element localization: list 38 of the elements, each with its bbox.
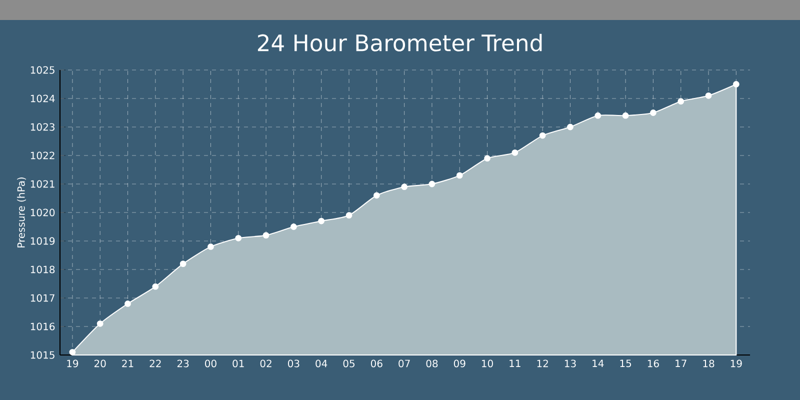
x-tick-label: 08 — [426, 360, 438, 368]
x-tick-label: 19 — [67, 360, 78, 368]
x-tick-label: 09 — [454, 360, 466, 368]
x-tick-label: 14 — [592, 360, 604, 367]
x-tick-label: 19 — [730, 360, 742, 368]
y-tick-label: 1024 — [30, 94, 55, 102]
x-tick-label: 17 — [676, 360, 686, 367]
x-tick-label: 11 — [510, 360, 520, 367]
y-tick-label: 1017 — [30, 294, 54, 302]
x-tick-label: 18 — [703, 360, 714, 368]
x-tick-label: 10 — [482, 360, 493, 368]
y-tick-label: 1015 — [30, 351, 54, 359]
x-tick-label: 20 — [94, 360, 106, 368]
y-tick-label: 1022 — [30, 152, 54, 160]
y-tick-label: 1025 — [30, 66, 54, 74]
x-tick-label: 13 — [564, 360, 576, 368]
x-tick-label: 03 — [288, 360, 300, 368]
y-tick-label: 1019 — [30, 237, 55, 245]
x-tick-label: 04 — [316, 360, 328, 368]
chart-title: 24 Hour Barometer Trend — [258, 34, 542, 52]
y-tick-label: 1016 — [30, 322, 55, 330]
y-tick-label: 1023 — [30, 123, 54, 131]
x-tick-label: 01 — [232, 360, 244, 368]
x-tick-label: 02 — [260, 360, 272, 368]
x-tick-label: 00 — [205, 360, 216, 368]
x-tick-label: 12 — [537, 360, 548, 368]
x-tick-label: 15 — [620, 360, 632, 368]
y-tick-label: 1018 — [30, 266, 55, 274]
x-tick-label: 07 — [398, 360, 410, 368]
y-tick-label: 1020 — [30, 208, 55, 216]
x-tick-label: 21 — [122, 360, 134, 368]
x-tick-label: 22 — [150, 360, 161, 368]
y-tick-label: 1021 — [30, 180, 54, 188]
x-tick-label: 16 — [648, 360, 659, 368]
y-axis-title: Pressure (hPa) — [17, 178, 26, 248]
x-tick-label: 06 — [370, 360, 382, 368]
x-tick-label: 23 — [177, 360, 189, 368]
x-tick-label: 05 — [343, 360, 354, 368]
